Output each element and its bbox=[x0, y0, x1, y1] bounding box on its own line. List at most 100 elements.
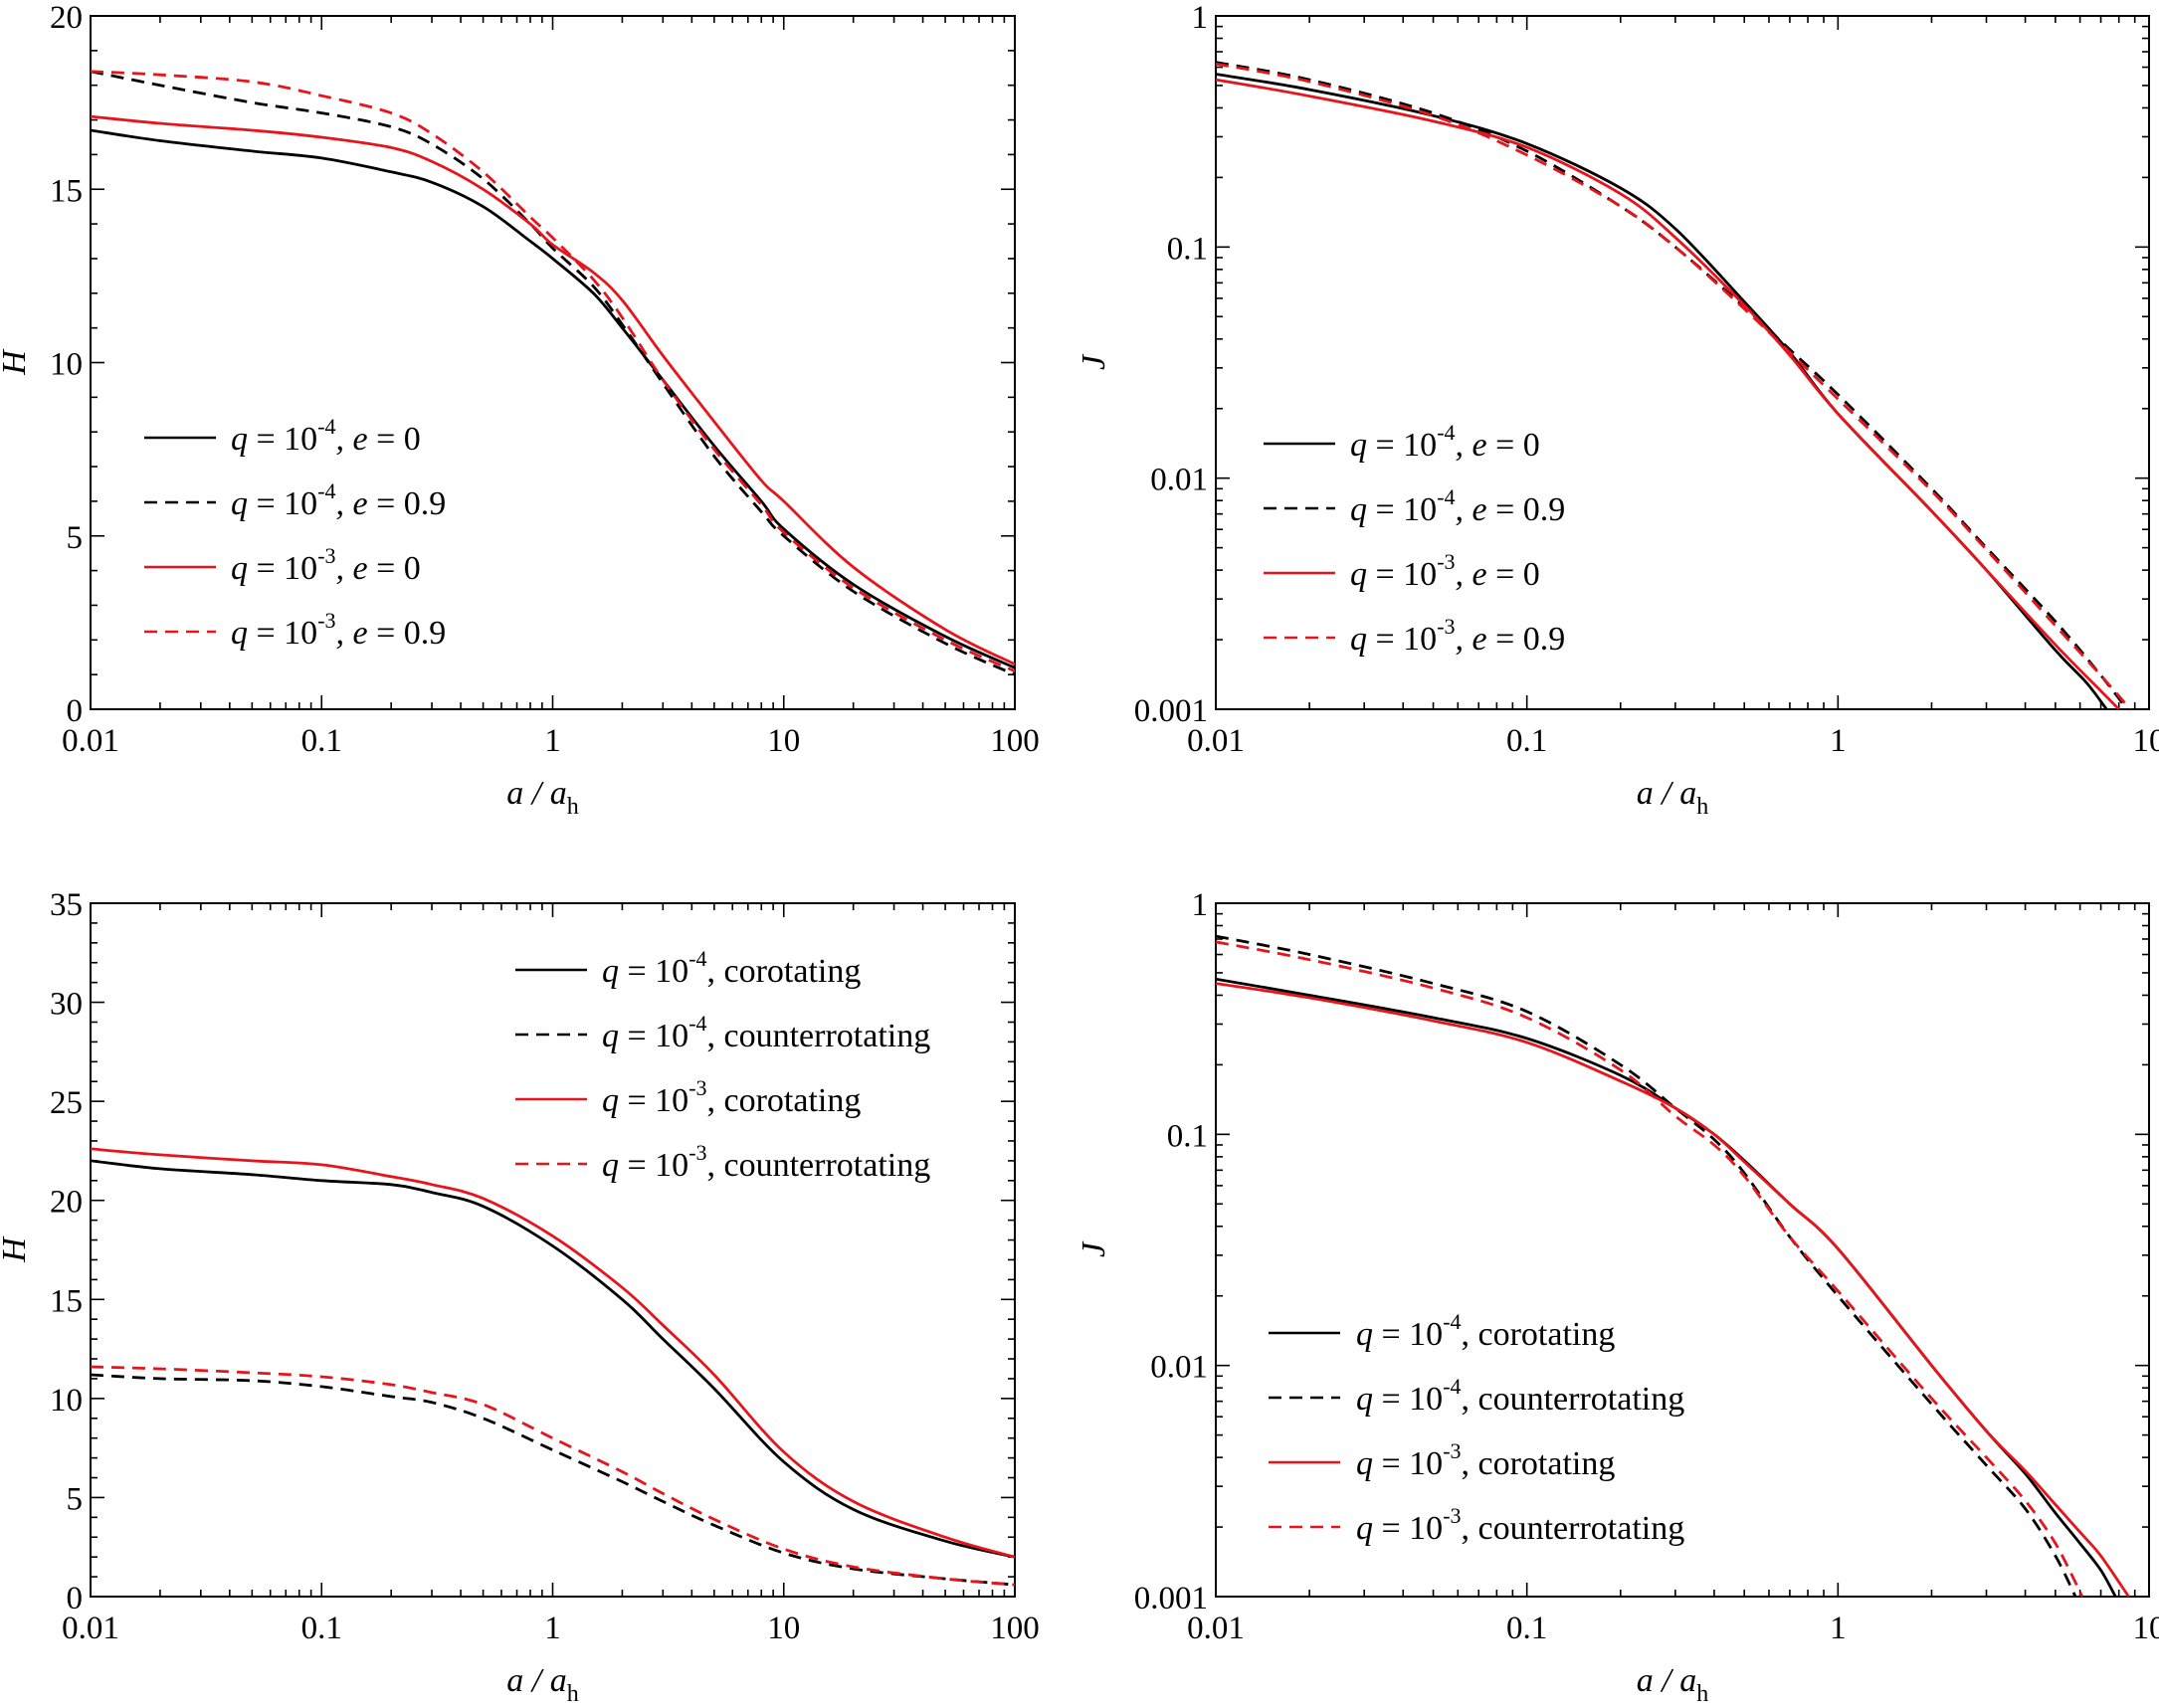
legend-exponent: -4 bbox=[317, 414, 335, 439]
legend-exponent: -3 bbox=[1437, 614, 1455, 639]
legend-q: q bbox=[1356, 1510, 1373, 1547]
legend-exponent: -4 bbox=[1437, 420, 1455, 445]
x-axis-label-subscript: h bbox=[1696, 794, 1708, 820]
legend-value: , corotating bbox=[707, 1082, 862, 1119]
legend-entry: q = 10-3, e = 0.9 bbox=[1350, 614, 1565, 658]
legend-eq: = 10 bbox=[619, 1147, 688, 1184]
y-tick-label: 5 bbox=[67, 520, 84, 556]
y-tick-label: 0.01 bbox=[1150, 463, 1208, 498]
legend-entry: q = 10-3, counterrotating bbox=[1356, 1503, 1684, 1547]
x-tick-label: 1 bbox=[1830, 723, 1847, 759]
legend-exponent: -3 bbox=[688, 1140, 706, 1165]
x-tick-label: 10 bbox=[767, 723, 800, 759]
legend-exponent: -4 bbox=[1443, 1374, 1461, 1399]
legend: q = 10-4, e = 0q = 10-4, e = 0.9q = 10-3… bbox=[144, 414, 446, 652]
legend-eq: = 10 bbox=[1373, 1445, 1443, 1482]
series-line-4 bbox=[1216, 940, 2084, 1597]
series-line-1 bbox=[1216, 73, 2108, 709]
legend-exponent: -4 bbox=[688, 1011, 706, 1036]
legend-param: , e bbox=[336, 615, 368, 652]
series-line-4 bbox=[91, 1365, 1015, 1587]
legend-eq: = 10 bbox=[1373, 1316, 1443, 1353]
y-tick-label: 20 bbox=[50, 1185, 83, 1221]
x-tick-label: 10 bbox=[767, 1611, 800, 1646]
y-axis-label: J bbox=[1076, 1240, 1112, 1257]
legend-eq: = 10 bbox=[619, 1082, 688, 1119]
legend-entry: q = 10-4, corotating bbox=[602, 946, 861, 990]
y-tick-label: 35 bbox=[50, 887, 83, 923]
series-line-2 bbox=[91, 1373, 1015, 1587]
y-tick-label: 5 bbox=[67, 1481, 84, 1517]
legend-q: q bbox=[602, 1147, 619, 1184]
y-tick-label: 10 bbox=[50, 347, 83, 383]
y-tick-label: 15 bbox=[50, 173, 83, 209]
x-tick-label: 0.01 bbox=[62, 1611, 119, 1646]
legend-value: = 0.9 bbox=[368, 615, 447, 652]
legend-q: q bbox=[1350, 556, 1367, 593]
x-axis-label-subscript: h bbox=[567, 794, 579, 820]
legend-value: = 0 bbox=[368, 421, 421, 458]
x-tick-label: 1 bbox=[544, 723, 561, 759]
legend-exponent: -4 bbox=[688, 946, 706, 971]
legend-value: = 0.9 bbox=[1487, 491, 1566, 528]
legend-entry: q = 10-4, counterrotating bbox=[1356, 1374, 1684, 1418]
legend-param: , e bbox=[336, 421, 368, 458]
legend-value: = 0 bbox=[1487, 427, 1540, 464]
y-tick-label: 0.01 bbox=[1150, 1350, 1208, 1386]
legend-eq: = 10 bbox=[1367, 427, 1437, 464]
legend-eq: = 10 bbox=[1373, 1510, 1443, 1547]
x-tick-label: 0.1 bbox=[301, 1611, 342, 1646]
legend-exponent: -3 bbox=[317, 543, 335, 568]
plot-frame bbox=[1215, 902, 2150, 1598]
legend-exponent: -3 bbox=[1443, 1503, 1461, 1528]
legend-value: , corotating bbox=[1462, 1445, 1616, 1482]
y-axis-label: H bbox=[0, 1235, 33, 1263]
legend-entry: q = 10-3, corotating bbox=[1356, 1438, 1615, 1482]
legend-eq: = 10 bbox=[248, 421, 317, 458]
legend-param: , e bbox=[336, 550, 368, 587]
legend-eq: = 10 bbox=[1373, 1381, 1443, 1418]
x-tick-label: 0.1 bbox=[1506, 723, 1547, 759]
legend: q = 10-4, e = 0q = 10-4, e = 0.9q = 10-3… bbox=[1264, 420, 1565, 658]
legend-exponent: -3 bbox=[1437, 549, 1455, 574]
legend-q: q bbox=[1356, 1316, 1373, 1353]
legend-eq: = 10 bbox=[1367, 491, 1437, 528]
legend-entry: q = 10-3, e = 0 bbox=[231, 543, 421, 587]
y-tick-label: 0 bbox=[67, 693, 84, 729]
legend-exponent: -4 bbox=[317, 478, 335, 503]
series-line-1 bbox=[91, 128, 1015, 669]
x-tick-label: 0.1 bbox=[301, 723, 342, 759]
legend-eq: = 10 bbox=[248, 615, 317, 652]
series-line-3 bbox=[91, 1147, 1015, 1559]
legend-entry: q = 10-3, e = 0.9 bbox=[231, 608, 446, 652]
y-tick-label: 30 bbox=[50, 987, 83, 1023]
legend-q: q bbox=[602, 1018, 619, 1054]
legend-exponent: -4 bbox=[1443, 1309, 1461, 1334]
y-tick-label: 10 bbox=[50, 1383, 83, 1419]
x-tick-label: 10 bbox=[2133, 723, 2159, 759]
legend-value: = 0.9 bbox=[368, 485, 447, 522]
series-line-2 bbox=[91, 70, 1015, 676]
x-tick-label: 0.01 bbox=[62, 723, 119, 759]
legend-entry: q = 10-4, corotating bbox=[1356, 1309, 1615, 1353]
legend-eq: = 10 bbox=[619, 1018, 688, 1054]
y-tick-label: 0.1 bbox=[1167, 1118, 1208, 1154]
legend-entry: q = 10-4, e = 0 bbox=[1350, 420, 1540, 464]
legend-param: , e bbox=[1456, 621, 1487, 658]
legend-eq: = 10 bbox=[1367, 556, 1437, 593]
legend-q: q bbox=[231, 615, 248, 652]
y-tick-label: 0.001 bbox=[1134, 1581, 1208, 1616]
y-tick-label: 0 bbox=[67, 1581, 84, 1616]
legend-entry: q = 10-4, e = 0 bbox=[231, 414, 421, 458]
series-line-4 bbox=[1216, 62, 2132, 709]
x-tick-label: 1 bbox=[1830, 1611, 1847, 1646]
series-line-1 bbox=[91, 1159, 1015, 1559]
legend-value: , counterrotating bbox=[707, 1147, 931, 1184]
